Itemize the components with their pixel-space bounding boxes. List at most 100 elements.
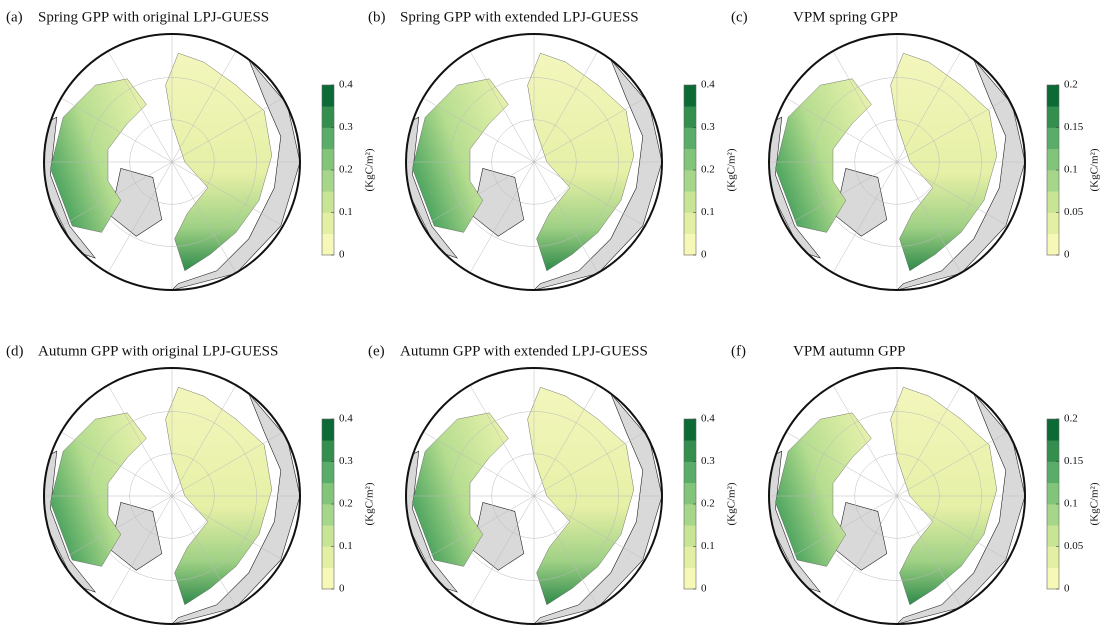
colorbar-step [1047,483,1059,505]
colorbar-step [1047,462,1059,484]
panel-title: Autumn GPP with extended LPJ-GUESS [400,343,648,359]
colorbar-tick-label: 0.4 [701,79,715,91]
polar-map [406,34,662,290]
colorbar-step [322,128,334,150]
panel: (f) VPM autumn GPP 0 0.05 0.1 0.15 0.2 (KgC/m²) [731,343,1101,624]
polar-map [44,34,300,290]
colorbar-step [684,525,696,547]
colorbar-unit: (KgC/m²) [726,148,738,191]
colorbar-tick-label: 0.3 [701,455,715,467]
colorbar-step [684,213,696,235]
colorbar-step [1047,149,1059,171]
colorbar-step [684,462,696,484]
colorbar-tick-label: 0.2 [701,498,715,510]
colorbar-tick-label: 0.05 [1064,206,1084,218]
panel: (e)Autumn GPP with extended LPJ-GUESS00.… [368,343,738,624]
colorbar-step [1047,568,1059,590]
panel-title: Autumn GPP with original LPJ-GUESS [38,343,278,359]
colorbar-step [684,149,696,171]
colorbar-tick-label: 0.2 [1064,413,1078,425]
colorbar-step [684,504,696,526]
colorbar-step [322,170,334,192]
colorbar-step [322,234,334,256]
colorbar-tick-label: 0.3 [339,121,353,133]
colorbar-step [322,483,334,505]
panel-label: (f) [731,343,746,359]
colorbar-tick-label: 0.2 [1064,79,1078,91]
colorbar-step [684,128,696,150]
polar-map [44,368,300,624]
colorbar-step [684,170,696,192]
colorbar-step [684,440,696,462]
colorbar-step [322,191,334,213]
colorbar-tick-label: 0.2 [339,498,353,510]
colorbar-tick-label: 0 [701,249,707,261]
colorbar-tick-label: 0.4 [701,413,715,425]
colorbar-tick-label: 0.2 [701,164,715,176]
colorbar-tick-label: 0.4 [339,79,353,91]
colorbar-step [322,213,334,235]
colorbar-step [684,483,696,505]
panel-title: VPM spring GPP [793,9,898,25]
colorbar-tick-label: 0 [339,583,345,595]
colorbar-step [322,440,334,462]
colorbar-step [1047,106,1059,128]
panel-title: Spring GPP with extended LPJ-GUESS [400,9,639,25]
polar-map [406,368,662,624]
colorbar-step [1047,547,1059,569]
panel-label: (b) [368,9,386,25]
colorbar-tick-label: 0.4 [339,413,353,425]
polar-map [769,368,1025,624]
colorbar-step [1047,191,1059,213]
colorbar-step [684,568,696,590]
colorbar-step [1047,128,1059,150]
colorbar-tick-label: 0 [1064,583,1070,595]
colorbar-step [322,504,334,526]
panel-label: (c) [731,9,748,25]
colorbar-step [322,547,334,569]
colorbar-step [322,106,334,128]
colorbar-tick-label: 0 [1064,249,1070,261]
colorbar-step [684,419,696,441]
colorbar-step [1047,234,1059,256]
colorbar-tick-label: 0 [339,249,345,261]
colorbar-tick-label: 0.15 [1064,455,1084,467]
colorbar-tick-label: 0.3 [701,121,715,133]
polar-map [769,34,1025,290]
colorbar-unit: (KgC/m²) [1089,482,1101,525]
panel-label: (e) [368,343,385,359]
colorbar-tick-label: 0.1 [1064,164,1078,176]
colorbar-step [322,85,334,107]
colorbar-step [1047,504,1059,526]
colorbar-unit: (KgC/m²) [364,148,376,191]
panel-title: Spring GPP with original LPJ-GUESS [38,9,269,25]
colorbar-unit: (KgC/m²) [1089,148,1101,191]
colorbar-tick-label: 0.1 [1064,498,1078,510]
panel: (d)Autumn GPP with original LPJ-GUESS00.… [6,343,376,624]
panel: (c) VPM spring GPP 0 0.05 0.1 0.15 0.2 (KgC/m²) [731,9,1101,290]
colorbar-step [684,191,696,213]
colorbar-step [1047,440,1059,462]
colorbar-tick-label: 0.15 [1064,121,1084,133]
colorbar-unit: (KgC/m²) [364,482,376,525]
colorbar-tick-label: 0.1 [701,206,715,218]
colorbar-tick-label: 0.1 [701,540,715,552]
colorbar-step [684,547,696,569]
figure: (a)Spring GPP with original LPJ-GUESS00.… [0,0,1114,626]
colorbar-step [322,568,334,590]
colorbar-step [684,106,696,128]
colorbar-step [1047,419,1059,441]
colorbar-step [1047,525,1059,547]
colorbar-tick-label: 0.2 [339,164,353,176]
colorbar-step [322,525,334,547]
colorbar-step [1047,85,1059,107]
panel-title: VPM autumn GPP [793,343,906,359]
colorbar-step [322,149,334,171]
colorbar-tick-label: 0.05 [1064,540,1084,552]
colorbar-step [322,419,334,441]
colorbar-step [684,85,696,107]
colorbar-tick-label: 0.3 [339,455,353,467]
colorbar-tick-label: 0.1 [339,540,353,552]
colorbar-step [322,462,334,484]
colorbar-tick-label: 0.1 [339,206,353,218]
